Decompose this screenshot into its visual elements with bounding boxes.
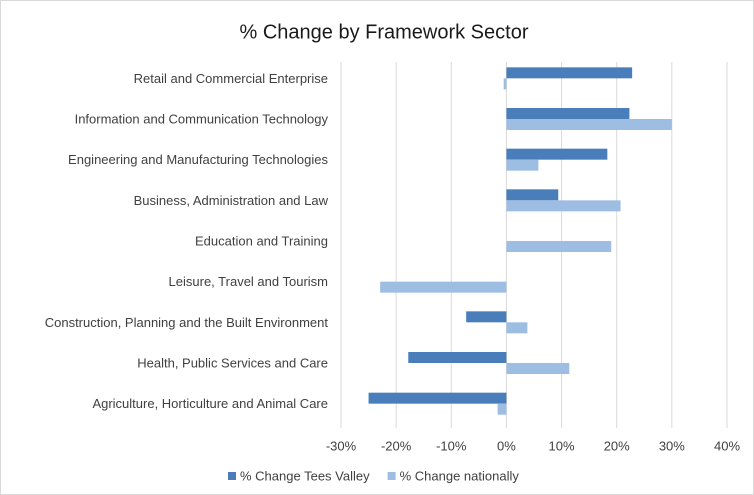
bar <box>506 108 630 119</box>
x-tick-label: -20% <box>381 438 412 453</box>
legend-swatch <box>387 472 396 480</box>
x-tick-label: 30% <box>659 438 685 453</box>
y-tick-label: Health, Public Services and Care <box>137 355 328 370</box>
y-tick-label: Leisure, Travel and Tourism <box>169 274 328 289</box>
x-tick-label: -10% <box>436 438 467 453</box>
x-tick-label: -30% <box>326 438 357 453</box>
y-tick-label: Engineering and Manufacturing Technologi… <box>68 152 328 167</box>
bar <box>466 311 507 323</box>
y-tick-label: Construction, Planning and the Built Env… <box>45 315 329 330</box>
bar <box>506 363 570 374</box>
bar <box>506 322 528 334</box>
bar <box>503 78 507 90</box>
bar <box>506 200 621 212</box>
legend-swatch <box>228 472 236 480</box>
bar <box>506 119 672 130</box>
x-tick-label: 0% <box>497 438 516 453</box>
bar <box>506 159 539 171</box>
y-tick-label: Business, Administration and Law <box>134 193 329 208</box>
chart-title: % Change by Framework Sector <box>239 21 528 43</box>
bar <box>506 241 612 252</box>
legend-label: % Change Tees Valley <box>240 468 370 483</box>
bar <box>506 148 608 160</box>
y-tick-label: Retail and Commercial Enterprise <box>134 71 328 86</box>
bar <box>506 189 559 201</box>
y-tick-label: Agriculture, Horticulture and Animal Car… <box>92 396 328 411</box>
bar <box>408 352 507 363</box>
x-tick-label: 10% <box>549 438 575 453</box>
x-tick-label: 40% <box>714 438 740 453</box>
y-tick-label: Education and Training <box>195 233 328 248</box>
bar <box>497 403 507 415</box>
bar <box>506 67 633 79</box>
bar <box>380 281 507 293</box>
bar <box>368 392 507 404</box>
x-tick-label: 20% <box>604 438 630 453</box>
legend-label: % Change nationally <box>400 468 520 483</box>
y-tick-label: Information and Communication Technology <box>75 111 329 126</box>
